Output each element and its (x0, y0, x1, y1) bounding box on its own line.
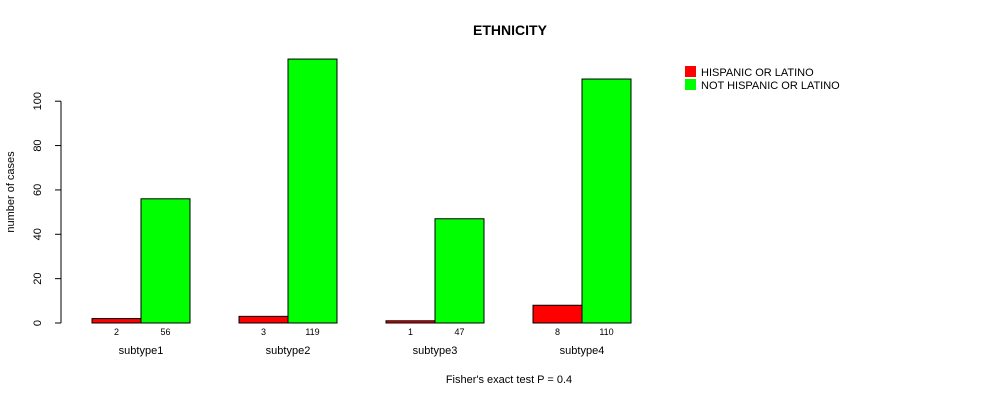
bar-value-label: 47 (454, 327, 464, 337)
y-tick-label: 20 (32, 273, 44, 285)
bar (287, 58, 338, 324)
bar (140, 198, 191, 324)
category-label: subtype3 (413, 345, 458, 357)
bar-value-label: 3 (261, 327, 266, 337)
category-label: subtype2 (266, 345, 311, 357)
legend-label: HISPANIC OR LATINO (701, 67, 814, 79)
x-axis-label: Fisher's exact test P = 0.4 (446, 374, 572, 386)
y-tick-label: 0 (32, 320, 44, 326)
bars (91, 58, 632, 324)
bar-labels: 2 56 3 119 1 47 8 110 (114, 327, 614, 337)
bar (581, 78, 632, 324)
chart-title: ETHNICITY (473, 22, 548, 38)
legend-swatch (685, 79, 696, 90)
bar-value-label: 2 (114, 327, 119, 337)
category-label: subtype4 (560, 345, 605, 357)
bar (434, 218, 485, 324)
y-axis: 0 20 40 60 80 100 (32, 92, 62, 326)
bar (532, 304, 583, 324)
category-label: subtype1 (119, 345, 164, 357)
y-tick-label: 40 (32, 228, 44, 240)
bar-value-label: 110 (599, 327, 613, 337)
y-tick-label: 80 (32, 139, 44, 151)
legend-swatch (685, 66, 696, 77)
y-tick-label: 100 (32, 92, 44, 110)
bar-value-label: 1 (408, 327, 413, 337)
legend-label: NOT HISPANIC OR LATINO (701, 80, 840, 92)
bar-value-label: 119 (305, 327, 319, 337)
bar (238, 315, 289, 324)
category-labels: subtype1 subtype2 subtype3 subtype4 (119, 345, 605, 357)
bar-value-label: 56 (160, 327, 170, 337)
y-axis-label: number of cases (5, 151, 17, 233)
y-tick-label: 60 (32, 184, 44, 196)
bar-value-label: 8 (555, 327, 560, 337)
bar (385, 320, 436, 324)
bar (91, 318, 142, 324)
